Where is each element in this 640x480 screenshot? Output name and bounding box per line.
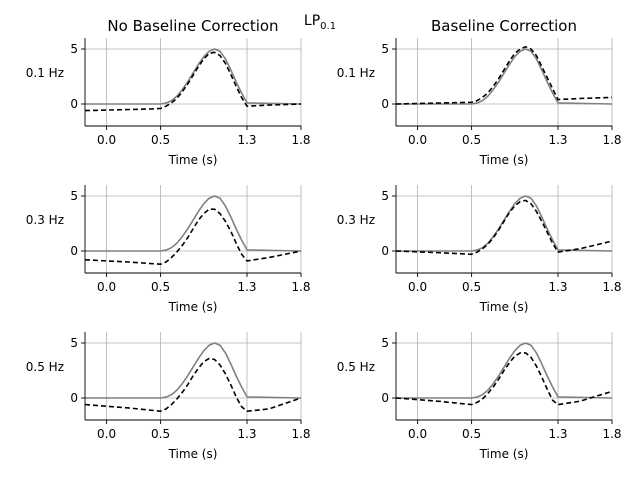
original-signal-line	[85, 342, 302, 399]
x-tick-label: 0.5	[462, 133, 481, 147]
x-tick-label: 0.5	[151, 280, 170, 294]
y-tick-label: 0	[381, 244, 389, 258]
y-tick-label: 0	[70, 244, 78, 258]
y-axis-label: 0.3 Hz	[26, 213, 64, 227]
y-tick-label: 0	[70, 391, 78, 405]
filtered-signal-line	[395, 199, 613, 256]
subplot-1: 0.0 0.5 1.3 1.8 0 5 Time (s) 0.1 Hz No Baseline …	[26, 17, 311, 167]
subplot-4: 0.0 0.5 1.3 1.8 0 5 Time (s) 0.3 Hz	[337, 185, 622, 314]
filtered-signal-line	[84, 208, 302, 266]
x-tick-label: 0.0	[97, 133, 116, 147]
subplot-title: No Baseline Correction	[107, 17, 278, 35]
x-tick-label: 0.5	[462, 280, 481, 294]
x-tick-label: 1.3	[237, 280, 256, 294]
original-signal-line	[85, 195, 302, 252]
original-signal-line	[396, 195, 613, 252]
x-tick-label: 1.3	[548, 133, 567, 147]
x-axis-label: Time (s)	[479, 447, 529, 461]
x-tick-label: 0.5	[151, 133, 170, 147]
x-axis-label: Time (s)	[168, 300, 218, 314]
y-axis-label: 0.5 Hz	[337, 360, 375, 374]
subplot-grid: 0.0 0.5 1.3 1.8 0 5 Time (s) 0.1 Hz No Baseline …	[26, 17, 622, 461]
x-axis-label: Time (s)	[168, 447, 218, 461]
x-tick-label: 0.0	[408, 280, 427, 294]
x-axis-label: Time (s)	[168, 153, 218, 167]
y-axis-label: 0.1 Hz	[337, 66, 375, 80]
filtered-signal-line	[395, 45, 613, 105]
y-tick-label: 0	[381, 391, 389, 405]
filtered-signal-line	[84, 51, 302, 112]
suptitle-subscript: 0.1	[320, 21, 336, 32]
original-signal-line	[85, 48, 302, 105]
x-tick-label: 1.3	[548, 427, 567, 441]
x-tick-label: 0.0	[97, 427, 116, 441]
subplot-5: 0.0 0.5 1.3 1.8 0 5 Time (s) 0.5 Hz	[26, 332, 311, 461]
x-tick-label: 0.5	[462, 427, 481, 441]
x-tick-label: 1.3	[237, 427, 256, 441]
x-tick-label: 0.0	[408, 427, 427, 441]
x-axis-label: Time (s)	[479, 300, 529, 314]
original-signal-line	[396, 48, 613, 105]
filtered-signal-line	[84, 357, 302, 413]
filtered-signal-line	[395, 352, 613, 406]
x-axis-label: Time (s)	[479, 153, 529, 167]
x-tick-label: 1.8	[602, 133, 621, 147]
original-signal-line	[396, 342, 613, 399]
y-axis-label: 0.3 Hz	[337, 213, 375, 227]
y-tick-label: 0	[381, 97, 389, 111]
y-tick-label: 5	[381, 189, 389, 203]
y-axis-label: 0.1 Hz	[26, 66, 64, 80]
subplot-3: 0.0 0.5 1.3 1.8 0 5 Time (s) 0.3 Hz	[26, 185, 311, 314]
x-tick-label: 1.8	[602, 427, 621, 441]
x-tick-label: 0.5	[151, 427, 170, 441]
x-tick-label: 0.0	[97, 280, 116, 294]
subplot-2: 0.0 0.5 1.3 1.8 0 5 Time (s) 0.1 Hz Baseline Cor…	[337, 17, 622, 167]
y-tick-label: 5	[381, 42, 389, 56]
x-tick-label: 1.8	[291, 133, 310, 147]
suptitle-main: LP	[304, 13, 320, 29]
x-tick-label: 1.8	[291, 427, 310, 441]
x-tick-label: 1.8	[602, 280, 621, 294]
x-tick-label: 1.3	[548, 280, 567, 294]
figure-suptitle: LP0.1	[304, 13, 336, 32]
y-tick-label: 5	[70, 336, 78, 350]
x-tick-label: 1.8	[291, 280, 310, 294]
y-axis-label: 0.5 Hz	[26, 360, 64, 374]
subplot-6: 0.0 0.5 1.3 1.8 0 5 Time (s) 0.5 Hz	[337, 332, 622, 461]
y-tick-label: 5	[381, 336, 389, 350]
x-tick-label: 0.0	[408, 133, 427, 147]
y-tick-label: 5	[70, 189, 78, 203]
x-tick-label: 1.3	[237, 133, 256, 147]
y-tick-label: 0	[70, 97, 78, 111]
subplot-title: Baseline Correction	[431, 17, 577, 35]
y-tick-label: 5	[70, 42, 78, 56]
